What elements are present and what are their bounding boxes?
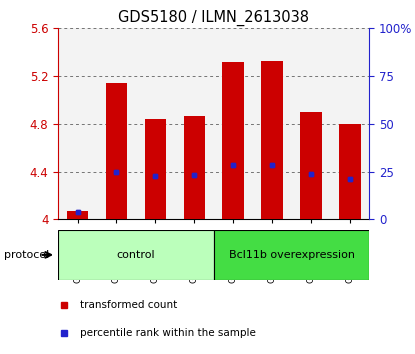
Bar <box>97 28 136 219</box>
Bar <box>58 230 214 280</box>
Text: Bcl11b overexpression: Bcl11b overexpression <box>229 250 354 260</box>
Bar <box>214 28 253 219</box>
Text: control: control <box>117 250 155 260</box>
Bar <box>222 62 244 219</box>
Bar <box>300 112 322 219</box>
Bar <box>253 28 292 219</box>
Bar <box>58 28 97 219</box>
Bar <box>106 83 127 219</box>
Bar <box>261 61 283 219</box>
Bar <box>222 62 244 219</box>
Text: percentile rank within the sample: percentile rank within the sample <box>80 328 256 338</box>
Bar <box>300 112 322 219</box>
Bar <box>339 124 361 219</box>
Title: GDS5180 / ILMN_2613038: GDS5180 / ILMN_2613038 <box>118 9 309 25</box>
Bar <box>145 119 166 219</box>
Text: transformed count: transformed count <box>80 299 177 310</box>
Bar <box>175 28 214 219</box>
Bar <box>67 211 88 219</box>
Bar <box>183 115 205 219</box>
Text: protocol: protocol <box>4 250 49 260</box>
Bar <box>330 28 369 219</box>
Bar <box>183 115 205 219</box>
Bar <box>214 230 369 280</box>
Bar <box>106 83 127 219</box>
Bar <box>145 119 166 219</box>
Bar <box>261 61 283 219</box>
Bar <box>291 28 330 219</box>
Bar <box>339 124 361 219</box>
Bar <box>67 211 88 219</box>
Bar <box>136 28 175 219</box>
